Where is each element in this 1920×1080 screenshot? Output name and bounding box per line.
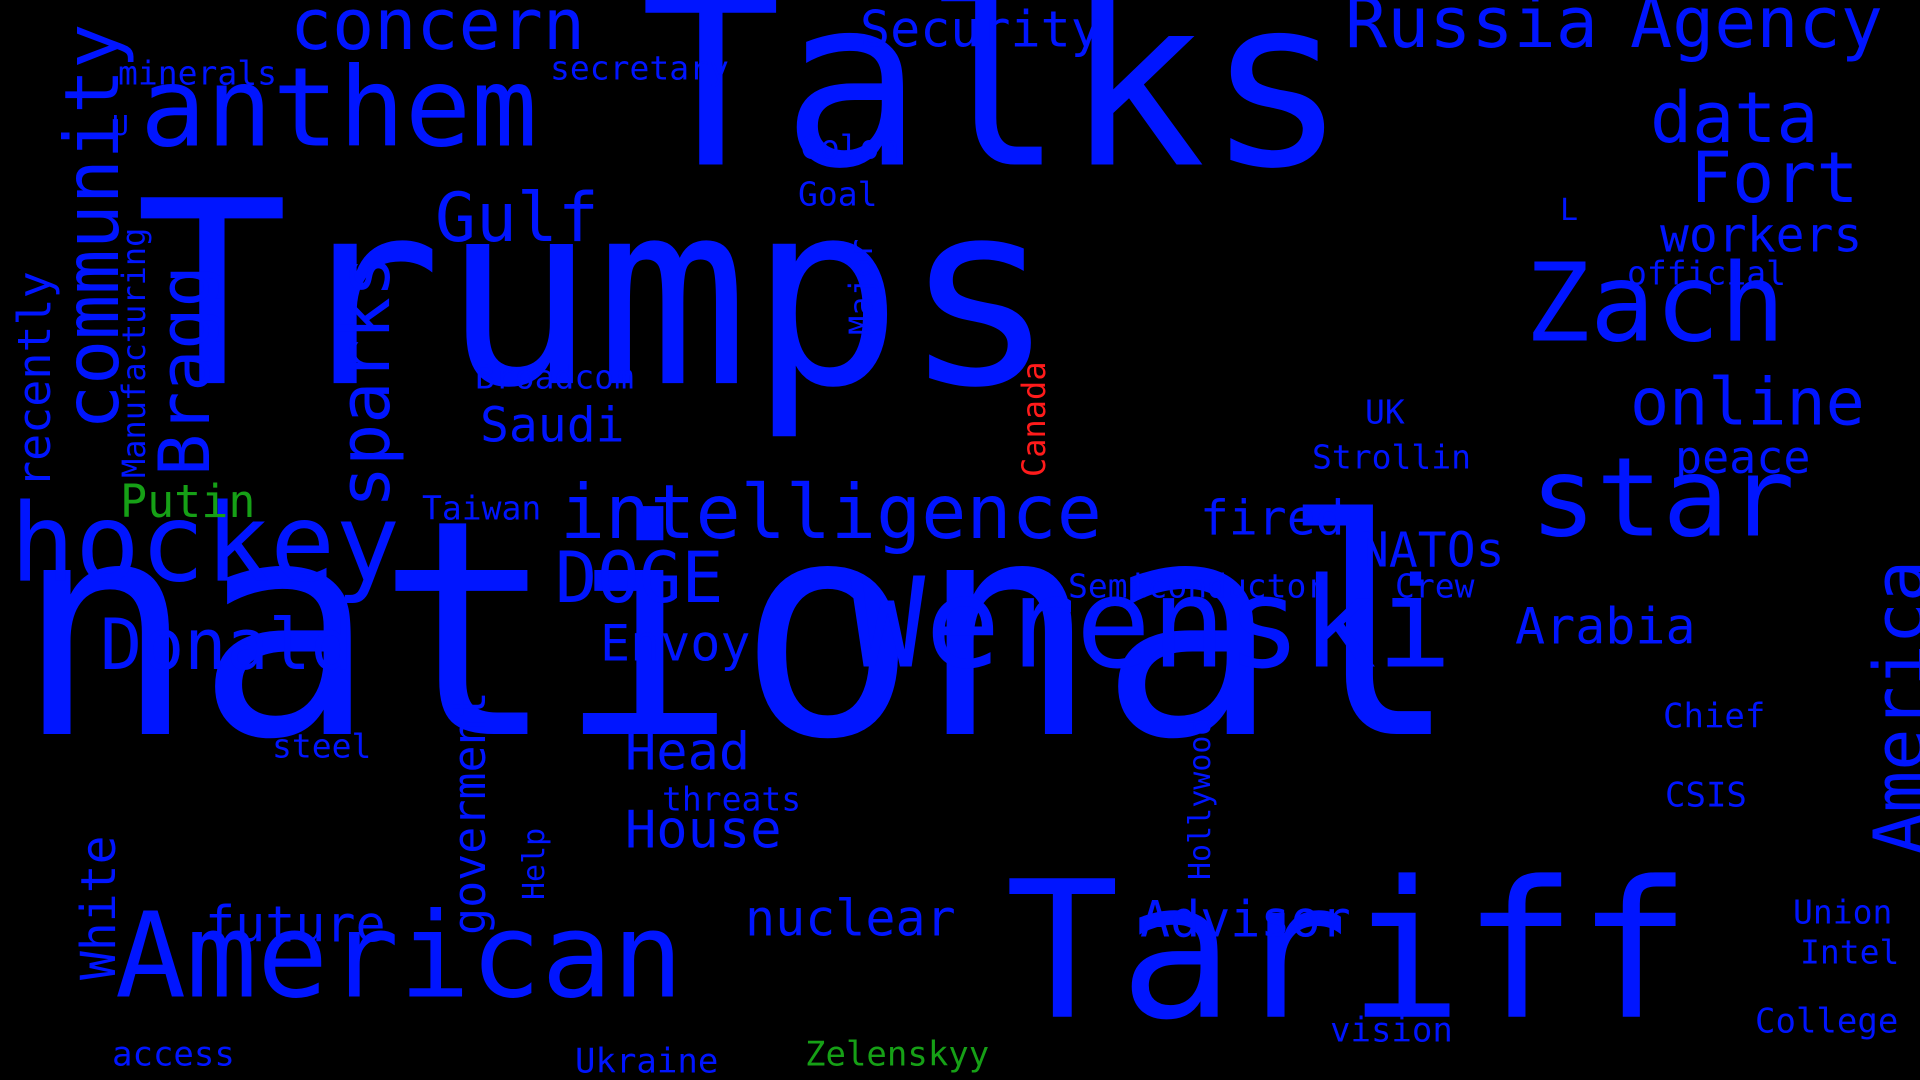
word-manufacturing: Manufacturing: [115, 227, 153, 478]
word-house: House: [625, 800, 782, 861]
word-anthem: anthem: [140, 43, 538, 172]
word-secretary: secretary: [550, 48, 729, 88]
word-natos: NATOs: [1360, 522, 1505, 579]
word-strollin: Strollin: [1312, 437, 1471, 477]
word-bragg: Bragg: [144, 265, 226, 476]
word-fired: fired: [1200, 490, 1345, 547]
word-csis: CSIS: [1665, 775, 1747, 816]
word-trumps: Trumps: [135, 147, 1057, 445]
word-workers: workers: [1660, 207, 1863, 264]
word-saudi: Saudi: [480, 397, 625, 454]
word-intelligence: intelligence: [560, 467, 1102, 556]
word-peace: peace: [1675, 430, 1811, 484]
word-ukraine: Ukraine: [575, 1041, 719, 1080]
word-chief: Chief: [1663, 696, 1766, 737]
word-goal: Goal: [798, 174, 878, 214]
word-l: L: [1560, 192, 1579, 228]
word-white: White: [71, 835, 127, 981]
word-steel: steel: [272, 726, 372, 766]
word-broadcom: Broadcom: [475, 357, 634, 397]
word-data: data: [1650, 77, 1819, 160]
word-putin: Putin: [120, 474, 256, 528]
word-fort: Fort: [1690, 137, 1859, 220]
word-agency: Agency: [1630, 0, 1883, 65]
word-head: Head: [625, 722, 751, 783]
word-help: Help: [517, 827, 552, 900]
word-sparks: sparks: [324, 255, 406, 508]
word-future: future: [205, 895, 386, 954]
word-doge: DOGE: [555, 537, 724, 620]
word-arabia: Arabia: [1515, 597, 1696, 656]
word-talks: Talks: [640, 0, 1348, 221]
word-intel: Intel: [1800, 932, 1900, 972]
word-hockey: hockey: [10, 481, 401, 607]
word-semiconductor: Semiconductor: [1068, 566, 1327, 606]
word-major: Major: [842, 238, 880, 335]
word-colon: Colon: [800, 127, 900, 167]
word-zach: Zach: [1525, 241, 1786, 367]
word-security: Security: [860, 0, 1101, 59]
word-uk: UK: [1365, 392, 1405, 432]
word-national: national: [15, 456, 1460, 805]
word-werenski: Werenski: [850, 551, 1453, 697]
word-minerals: minerals: [118, 53, 277, 93]
word-envoy: Envoy: [600, 614, 751, 673]
word-america: America: [1859, 559, 1920, 855]
word-vision: vision: [1330, 1010, 1453, 1051]
word-american: American: [115, 886, 684, 1025]
word-advisor: Advisor: [1140, 890, 1351, 949]
word-threats: threats: [662, 779, 802, 819]
word-donald: Donald: [100, 604, 353, 687]
word-goverment: goverment: [443, 691, 496, 935]
word-access: access: [112, 1034, 235, 1075]
word-star: star: [1530, 433, 1795, 562]
word-taiwan: Taiwan: [422, 488, 542, 528]
word-union: Union: [1793, 892, 1893, 932]
word-gulf: Gulf: [435, 179, 599, 259]
word-u: U: [112, 109, 129, 143]
word-tariff: Tariff: [1005, 840, 1692, 1062]
word-recently: recently: [8, 271, 61, 488]
word-nuclear: nuclear: [745, 889, 956, 948]
word-concern: concern: [290, 0, 586, 67]
word-hollywood: Hollywood: [1183, 717, 1218, 880]
word-crew: Crew: [1395, 566, 1475, 606]
word-online: online: [1630, 365, 1865, 441]
word-canada: Canada: [1015, 361, 1053, 477]
word-russia: Russia: [1345, 0, 1598, 65]
word-official: official: [1627, 253, 1786, 293]
word-college: College: [1755, 1001, 1899, 1042]
word-zelenskyy: Zelenskyy: [805, 1034, 990, 1075]
